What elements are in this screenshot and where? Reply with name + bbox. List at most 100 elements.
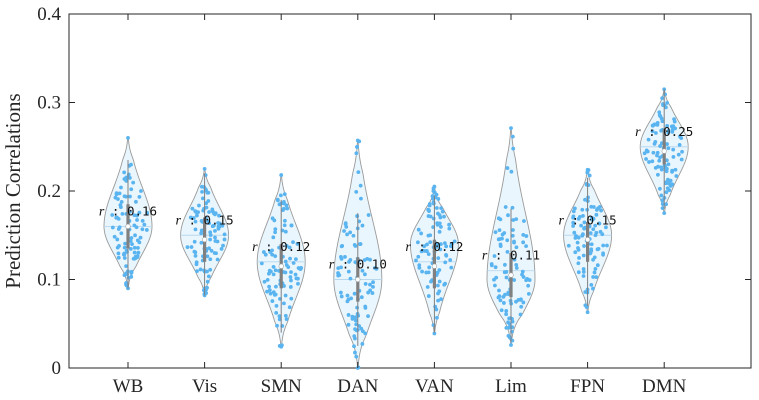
data-point (597, 221, 602, 226)
data-point (440, 209, 445, 214)
data-point (591, 286, 595, 291)
data-point (354, 151, 359, 156)
data-point (135, 218, 139, 222)
data-point (192, 239, 197, 244)
data-point (655, 153, 659, 158)
data-point (521, 240, 526, 245)
data-point (343, 255, 347, 259)
data-point (524, 244, 528, 249)
data-point (128, 246, 133, 251)
data-point (438, 247, 443, 252)
data-point (439, 206, 444, 211)
data-point (646, 137, 651, 142)
data-point (194, 262, 199, 267)
data-point (665, 142, 669, 146)
data-point (498, 244, 503, 249)
data-point (208, 230, 213, 235)
data-point (644, 148, 649, 153)
x-axis: WB Vis SMN DAN VAN Lim FPN DMN (113, 14, 687, 397)
data-point (188, 215, 193, 220)
data-point (284, 243, 289, 248)
data-point (133, 233, 137, 238)
data-point (438, 215, 443, 220)
data-point (426, 294, 431, 298)
data-point (289, 296, 294, 301)
data-point (433, 304, 438, 309)
data-point (507, 325, 512, 330)
data-point (524, 278, 529, 283)
median-marker (355, 276, 361, 283)
data-point-min (585, 310, 590, 315)
data-point (360, 342, 365, 346)
data-point (285, 206, 290, 211)
r-value-label: r : 0.15 (176, 212, 234, 228)
data-point (582, 226, 587, 231)
data-point (289, 278, 293, 283)
data-point (589, 242, 594, 247)
data-point (267, 288, 272, 293)
median-marker (202, 237, 208, 243)
data-point (671, 155, 676, 159)
data-point (342, 229, 346, 233)
data-point (425, 242, 429, 247)
data-point (353, 327, 357, 331)
data-point (212, 251, 217, 255)
data-point (650, 129, 655, 134)
data-point (346, 313, 351, 317)
data-point (511, 228, 515, 232)
data-point (191, 216, 196, 220)
data-point (193, 227, 198, 232)
y-tick-label: 0.1 (37, 270, 61, 291)
data-point (129, 269, 134, 274)
data-point (514, 266, 519, 270)
data-point (110, 225, 115, 230)
data-point (355, 305, 359, 310)
data-point (431, 189, 436, 193)
data-point (519, 297, 523, 302)
data-point (447, 226, 452, 231)
data-point (265, 289, 269, 294)
data-point (506, 290, 511, 295)
data-point (193, 254, 198, 258)
data-point (262, 279, 267, 284)
data-point (520, 272, 524, 277)
data-point (273, 292, 278, 297)
data-point (350, 314, 355, 319)
data-point (123, 241, 127, 246)
data-point (213, 211, 218, 216)
data-point (120, 211, 125, 216)
data-point (205, 279, 210, 284)
data-point (589, 282, 594, 287)
data-point-max (279, 173, 284, 177)
data-point (653, 131, 658, 135)
data-point (340, 244, 345, 248)
data-point (506, 320, 510, 325)
violin-dan: r : 0.10 (329, 138, 387, 370)
data-point (436, 211, 440, 216)
data-point (427, 202, 432, 206)
data-point (522, 219, 526, 223)
data-point (346, 269, 351, 274)
data-point (592, 255, 597, 260)
data-point (580, 233, 585, 238)
data-point (275, 197, 280, 202)
data-point (657, 158, 662, 163)
data-point (126, 275, 131, 280)
data-point (190, 206, 195, 211)
data-point (130, 242, 134, 247)
data-point (122, 251, 127, 256)
data-point (145, 210, 150, 215)
data-point (122, 273, 127, 278)
data-point (419, 231, 424, 236)
data-point (273, 254, 278, 259)
data-point (505, 238, 510, 243)
data-point (679, 157, 684, 162)
data-point (348, 276, 353, 281)
data-point (277, 314, 282, 319)
data-point (658, 155, 662, 160)
data-point (673, 167, 678, 172)
data-point-max (432, 184, 437, 189)
data-point (576, 270, 581, 275)
data-point (192, 249, 197, 254)
